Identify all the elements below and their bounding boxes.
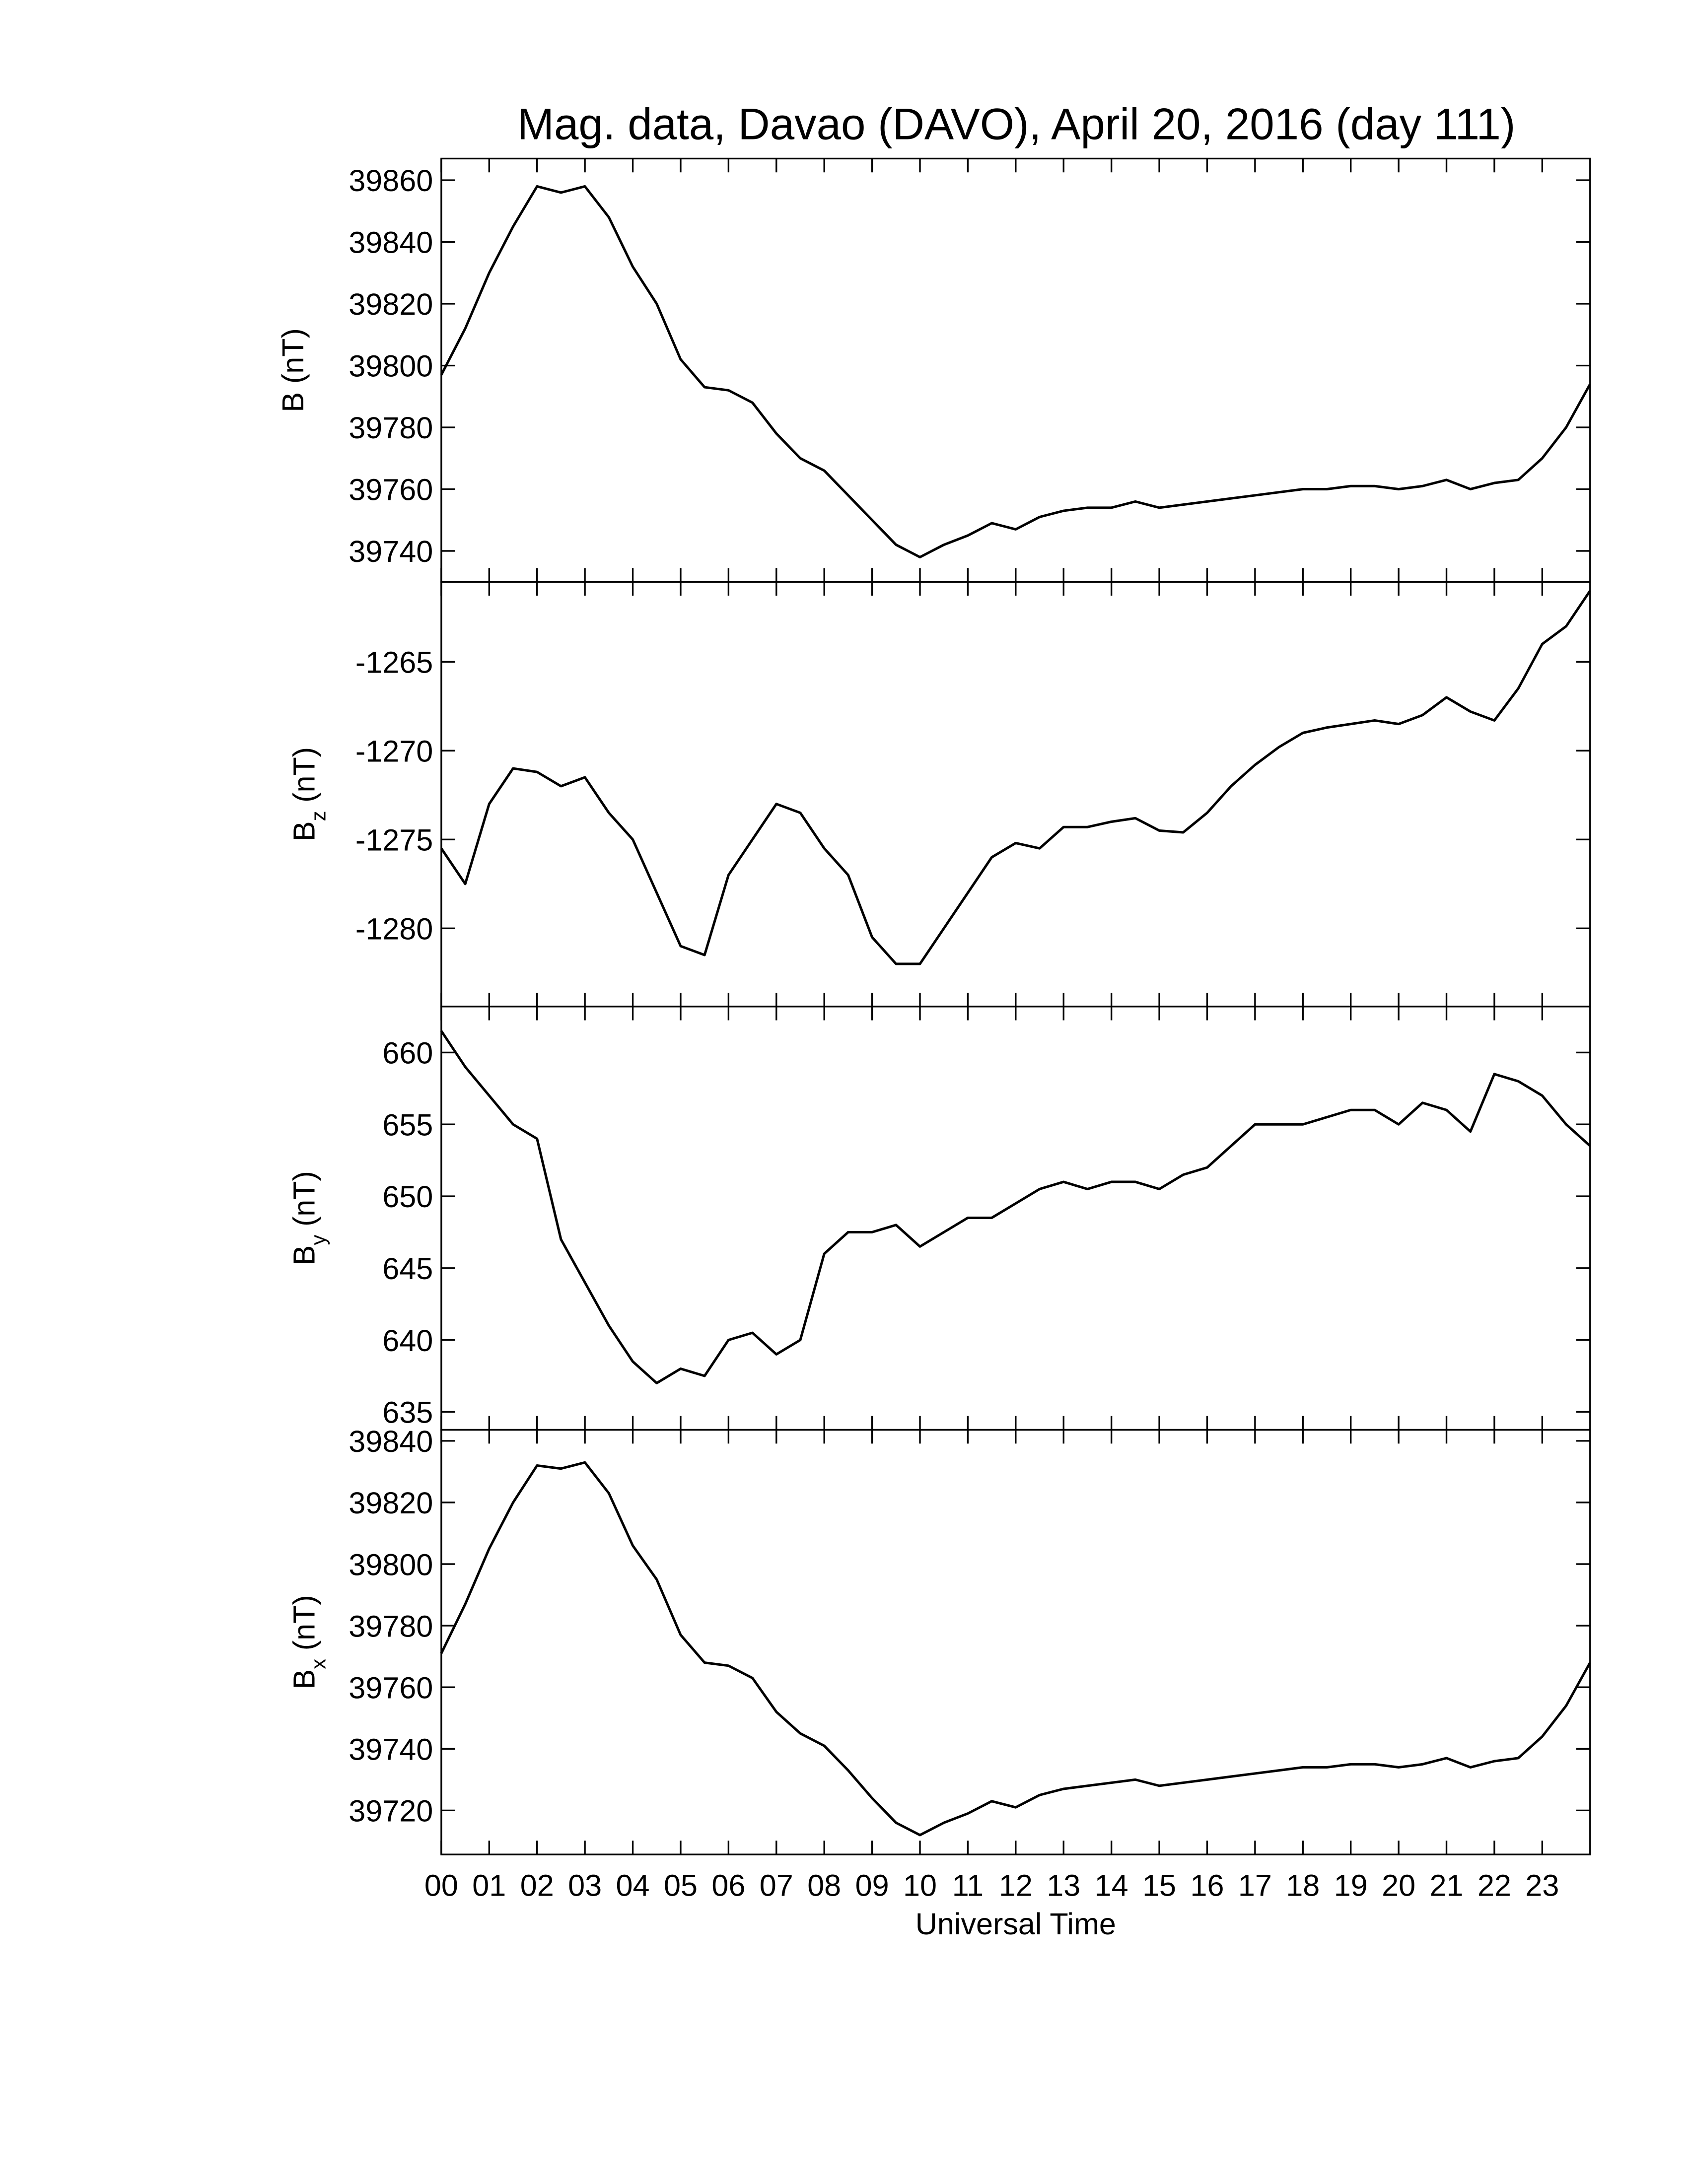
x-tick-label: 08 (807, 1868, 841, 1902)
y-label-symbol: B (287, 821, 321, 841)
x-tick-label: 06 (711, 1868, 745, 1902)
y-label-unit: (nT) (287, 1595, 321, 1650)
x-tick-label: 01 (472, 1868, 506, 1902)
y-tick-label: 39740 (349, 1733, 433, 1767)
y-tick-label: -1280 (355, 912, 433, 946)
x-tick-label: 11 (952, 1868, 984, 1902)
chart-title: Mag. data, Davao (DAVO), April 20, 2016 … (517, 100, 1516, 149)
x-tick-label: 10 (903, 1868, 937, 1902)
y-label-subscript: y (307, 1235, 330, 1245)
y-axis-label: B (nT) (276, 328, 310, 412)
x-tick-label: 02 (520, 1868, 554, 1902)
x-tick-label: 15 (1142, 1868, 1176, 1902)
y-label-subscript: x (307, 1659, 330, 1669)
y-axis-label: Bz (nT) (287, 747, 330, 841)
y-tick-label: 655 (382, 1108, 433, 1142)
x-tick-label: 12 (999, 1868, 1033, 1902)
x-tick-label: 18 (1286, 1868, 1320, 1902)
y-label-unit: (nT) (287, 747, 321, 803)
y-label-symbol: B (287, 1245, 321, 1266)
y-axis-label: Bx (nT) (287, 1595, 330, 1689)
plot-frame (440, 1429, 1591, 1855)
y-tick-label: 39720 (349, 1794, 433, 1828)
x-tick-label: 22 (1477, 1868, 1511, 1902)
y-tick-label: 39820 (349, 1486, 433, 1520)
y-tick-label: 660 (382, 1036, 433, 1070)
y-tick-label: -1265 (355, 646, 433, 680)
y-tick-label: 640 (382, 1324, 433, 1358)
x-tick-label: 14 (1095, 1868, 1128, 1902)
y-label-unit: (nT) (276, 328, 310, 384)
y-label-unit: (nT) (287, 1171, 321, 1227)
x-tick-label: 09 (855, 1868, 889, 1902)
y-tick-label: 39780 (349, 411, 433, 445)
x-tick-label: 05 (664, 1868, 698, 1902)
x-tick-label: 20 (1382, 1868, 1415, 1902)
y-tick-label: -1270 (355, 735, 433, 768)
y-tick-label: 39820 (349, 287, 433, 321)
y-tick-label: 39740 (349, 535, 433, 568)
y-tick-label: 39800 (349, 349, 433, 383)
y-label-symbol: B (276, 392, 310, 412)
x-tick-label: 04 (616, 1868, 650, 1902)
x-tick-label: 03 (568, 1868, 602, 1902)
x-tick-label: 16 (1190, 1868, 1224, 1902)
data-line (440, 1030, 1591, 1384)
y-tick-label: 635 (382, 1396, 433, 1430)
x-tick-label: 19 (1334, 1868, 1368, 1902)
x-tick-label: 00 (424, 1868, 458, 1902)
data-line (440, 1461, 1591, 1837)
y-tick-label: 39840 (349, 1425, 433, 1458)
y-tick-label: 650 (382, 1180, 433, 1214)
y-tick-label: 645 (382, 1252, 433, 1286)
data-line (440, 590, 1591, 965)
data-line (440, 185, 1591, 558)
x-tick-label: 07 (760, 1868, 793, 1902)
y-tick-label: -1275 (355, 823, 433, 857)
x-tick-label: 23 (1525, 1868, 1559, 1902)
y-tick-label: 39760 (349, 1671, 433, 1705)
y-tick-label: 39760 (349, 473, 433, 507)
x-tick-label: 17 (1238, 1868, 1272, 1902)
y-label-symbol: B (287, 1669, 321, 1690)
x-tick-label: 13 (1047, 1868, 1080, 1902)
y-label-subscript: z (307, 811, 330, 821)
y-axis-label: By (nT) (287, 1171, 330, 1265)
x-axis-label: Universal Time (915, 1907, 1116, 1941)
y-tick-label: 39860 (349, 164, 433, 198)
y-tick-label: 39800 (349, 1548, 433, 1581)
y-tick-label: 39840 (349, 226, 433, 260)
y-tick-label: 39780 (349, 1609, 433, 1643)
x-tick-label: 21 (1430, 1868, 1464, 1902)
